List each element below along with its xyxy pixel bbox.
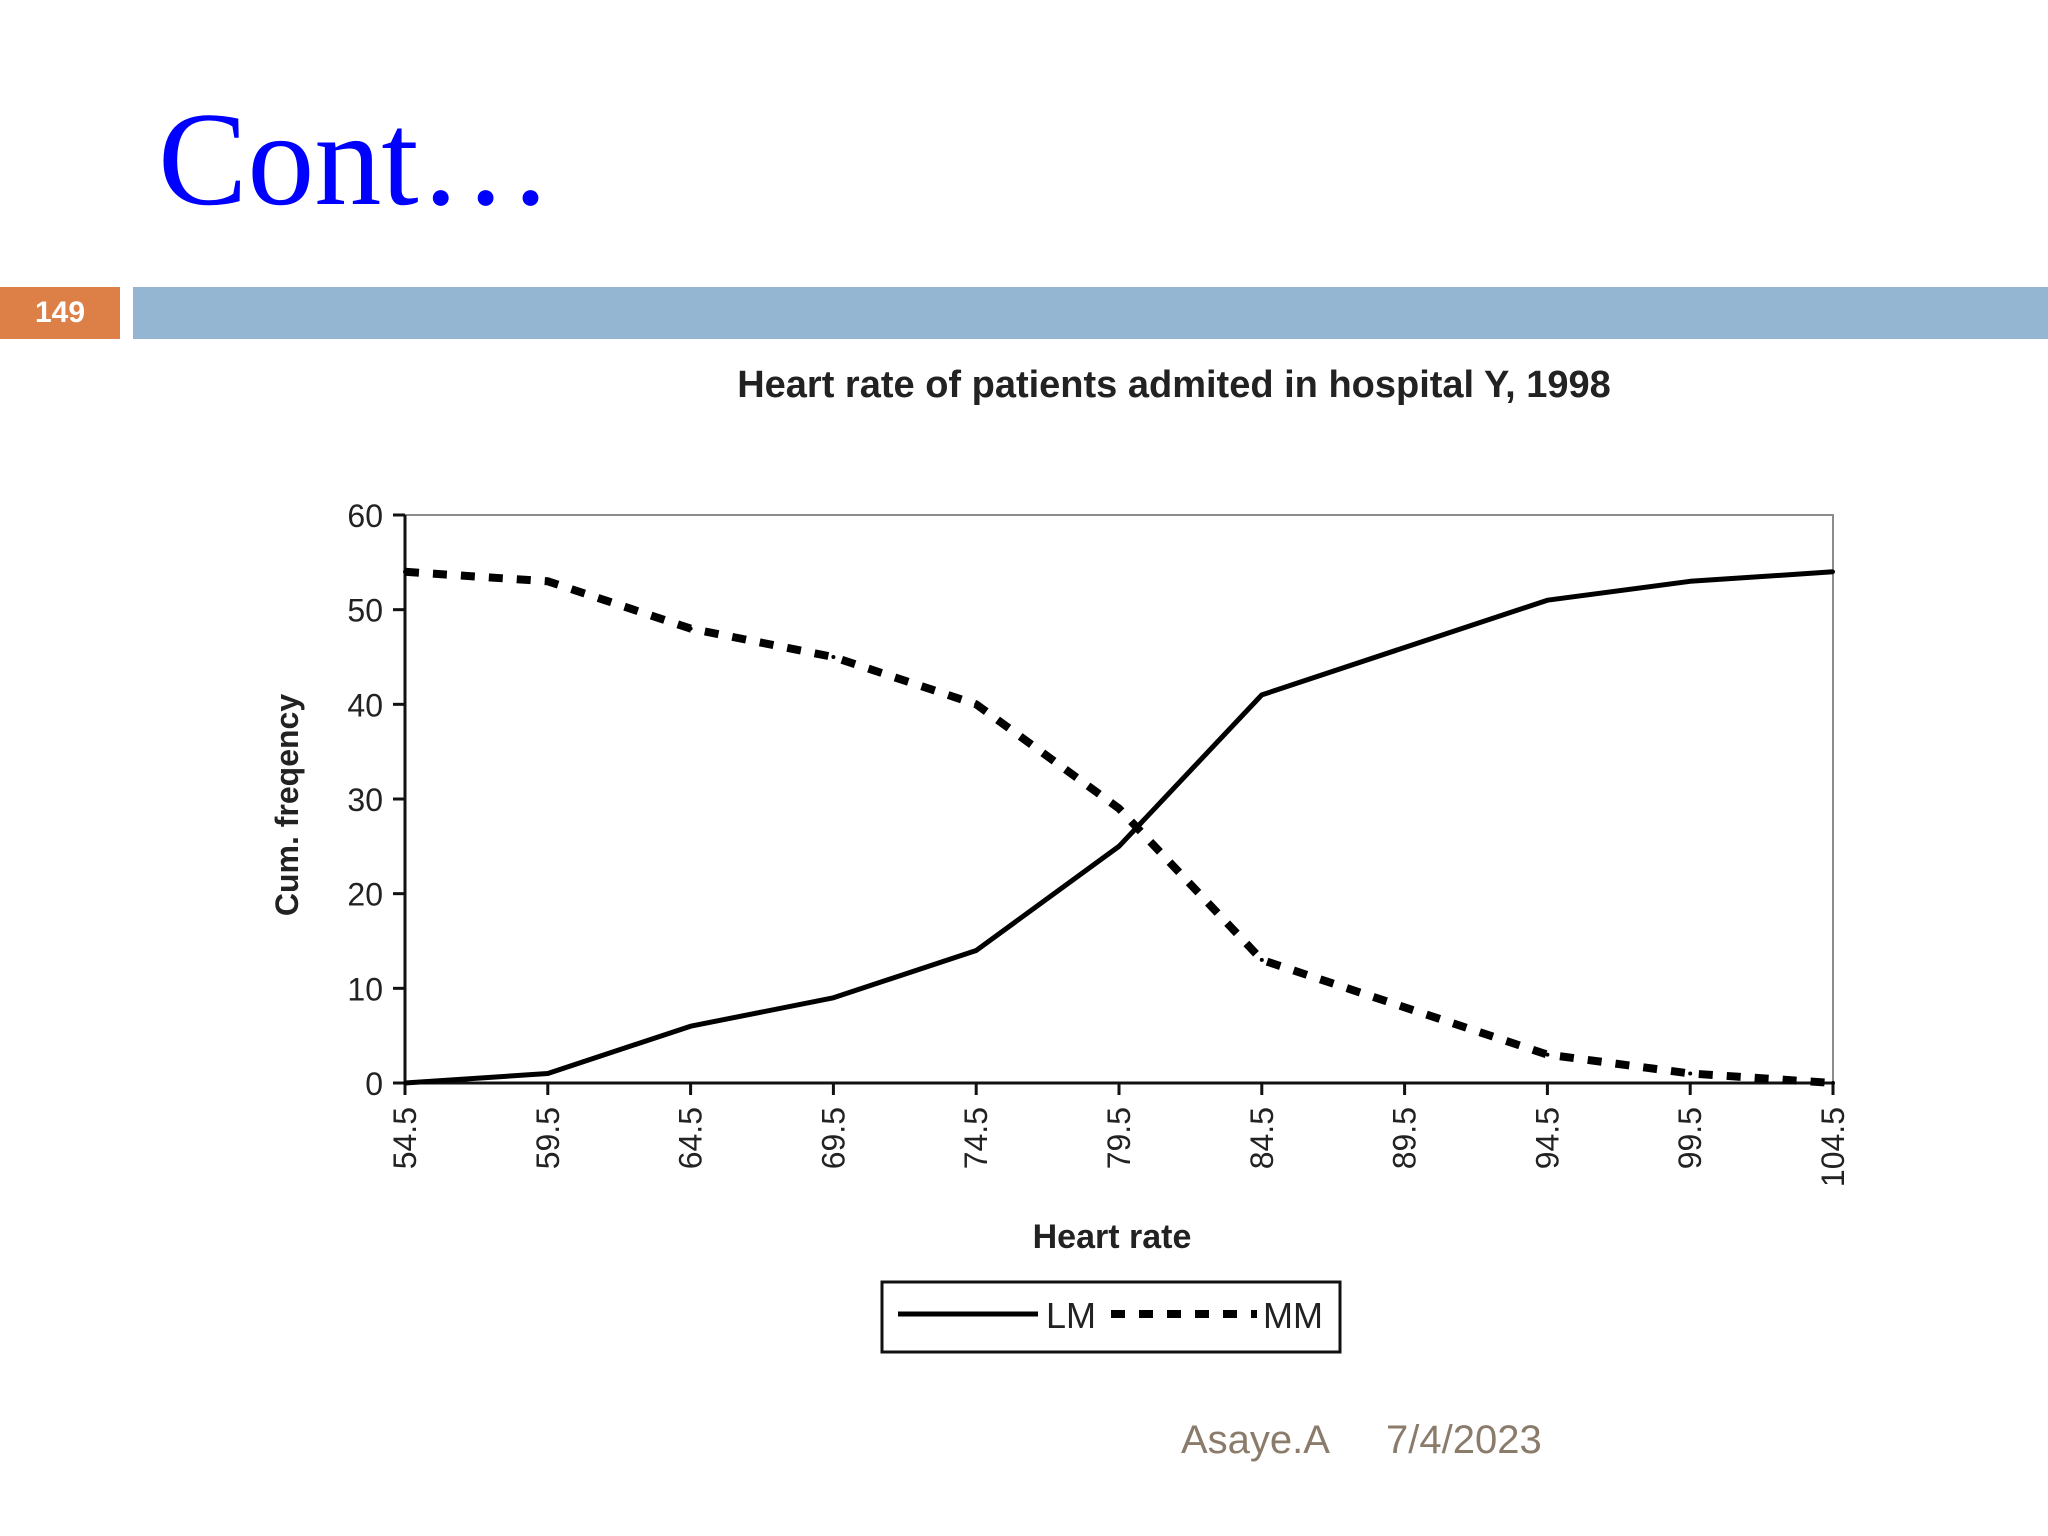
legend-label-lm: LM: [1046, 1295, 1096, 1336]
x-tick-label: 69.5: [815, 1107, 851, 1169]
legend: LM MM: [880, 1280, 1342, 1354]
data-point-lm: [1688, 579, 1693, 584]
data-point-mm: [831, 655, 836, 659]
y-tick-label: 60: [347, 498, 383, 534]
data-point-mm: [688, 626, 693, 631]
data-point-lm: [545, 1071, 550, 1076]
x-tick-label: 84.5: [1244, 1107, 1280, 1169]
data-point-lm: [1545, 598, 1550, 603]
x-tick-label: 99.5: [1672, 1107, 1708, 1169]
legend-label-mm: MM: [1263, 1295, 1323, 1336]
footer-date: 7/4/2023: [1386, 1418, 1542, 1462]
data-point-lm: [831, 995, 836, 1000]
data-point-mm: [403, 569, 407, 574]
x-tick-label: 64.5: [673, 1107, 709, 1169]
y-tick-label: 10: [347, 971, 383, 1007]
y-tick-label: 50: [347, 593, 383, 629]
x-axis-label: Heart rate: [1033, 1218, 1192, 1256]
header-band: [133, 287, 2048, 339]
data-point-lm: [403, 1081, 407, 1085]
y-tick-label: 0: [365, 1066, 383, 1102]
series-line-lm: [404, 569, 1834, 1086]
chart-title: Heart rate of patients admited in hospit…: [737, 364, 1611, 406]
x-tick-label: 104.5: [1815, 1107, 1851, 1187]
x-tick-label: 74.5: [958, 1107, 994, 1169]
x-tick-label: 94.5: [1529, 1107, 1565, 1169]
data-point-lm: [1117, 844, 1121, 849]
data-point-lm: [974, 948, 979, 953]
y-tick-label: 20: [347, 877, 383, 913]
y-tick-label: 40: [347, 687, 383, 723]
data-point-lm: [1259, 692, 1264, 697]
data-point-mm: [1117, 806, 1121, 811]
series-line-mm: [404, 567, 1834, 1087]
y-tick-label: 30: [347, 782, 383, 818]
data-point-mm: [1831, 1081, 1835, 1085]
slide-number: 149: [0, 287, 120, 339]
data-point-mm: [545, 579, 550, 584]
x-tick-label: 54.5: [387, 1107, 423, 1169]
x-tick-label: 79.5: [1101, 1107, 1137, 1169]
data-point-lm: [688, 1024, 693, 1029]
slide-title: Cont…: [158, 85, 553, 233]
data-point-mm: [1259, 957, 1264, 962]
data-point-lm: [1831, 569, 1835, 574]
footer-author: Asaye.A: [1181, 1418, 1330, 1462]
plot-frame: [404, 514, 1834, 1084]
data-point-mm: [1688, 1071, 1693, 1076]
x-tick-label: 89.5: [1387, 1107, 1423, 1169]
y-axis-label: Cum. freqency: [269, 694, 305, 916]
x-tick-label: 59.5: [530, 1107, 566, 1169]
data-point-mm: [974, 702, 979, 707]
data-point-mm: [1402, 1005, 1407, 1010]
data-point-lm: [1402, 645, 1407, 650]
data-point-mm: [1545, 1052, 1550, 1057]
